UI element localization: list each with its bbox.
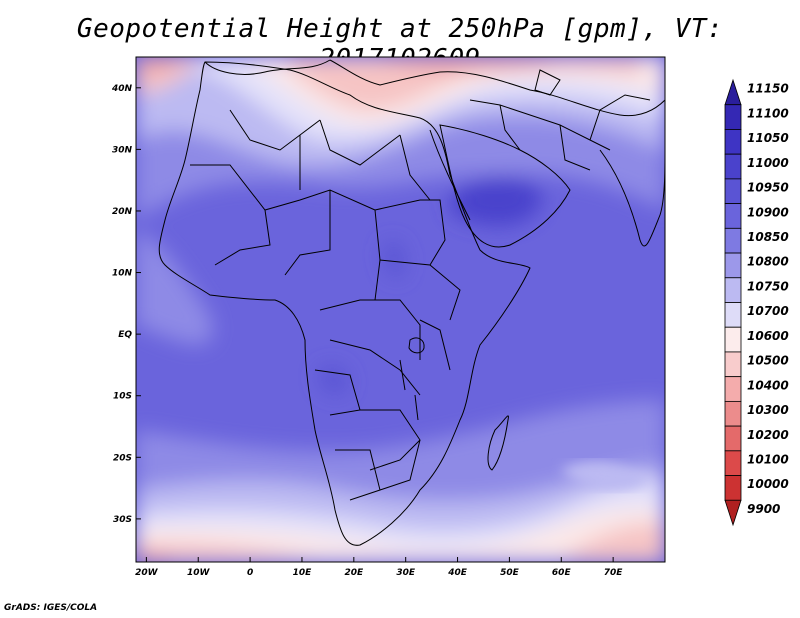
colorbar-swatch — [724, 153, 742, 180]
colorbar-swatch — [724, 450, 742, 476]
colorbar: 11150 11100 11050 11000 10950 10900 10850 10800… — [724, 78, 789, 527]
latitude-ticks: 40N 30N 20N 10N EQ 10S 20S 30S — [111, 84, 141, 525]
coastlines — [158, 59, 665, 546]
colorbar-level-label: 10950 — [747, 181, 789, 195]
colorbar-level-label: 9900 — [747, 502, 780, 516]
colorbar-swatch — [724, 252, 742, 279]
colorbar-level-label: 11150 — [747, 82, 789, 96]
colorbar-swatch — [724, 203, 742, 229]
colorbar-level-label: 10750 — [747, 279, 789, 293]
colorbar-swatch — [724, 376, 742, 402]
lon-tick-label: 70E — [604, 568, 624, 578]
colorbar-level-label: 11050 — [747, 131, 789, 145]
colorbar-level-label: 10200 — [747, 428, 789, 442]
colorbar-swatch — [724, 178, 742, 205]
colorbar-level-label: 10500 — [747, 354, 789, 368]
lat-tick-label: 10S — [113, 392, 132, 402]
lon-tick-label: 20W — [135, 568, 159, 578]
plot-frame — [135, 56, 666, 563]
colorbar-swatch — [724, 326, 742, 353]
lon-tick-label: 20E — [344, 568, 364, 578]
colorbar-swatch — [724, 475, 742, 501]
colorbar-level-label: 10100 — [747, 452, 789, 466]
colorbar-swatch — [724, 129, 742, 155]
colorbar-swatch — [724, 425, 742, 452]
colorbar-level-label: 10700 — [747, 304, 789, 318]
colorbar-swatch — [724, 104, 742, 130]
colorbar-level-label: 10850 — [747, 230, 789, 244]
colorbar-swatch — [724, 400, 742, 427]
lon-tick-label: 60E — [552, 568, 572, 578]
colorbar-swatch — [724, 277, 742, 303]
colorbar-level-label: 10600 — [747, 329, 789, 343]
lat-tick-label: 30N — [112, 145, 133, 155]
colorbar-level-label: 10300 — [747, 403, 789, 417]
lon-tick-label: 10E — [293, 568, 313, 578]
lat-tick-label: 20S — [113, 453, 132, 463]
geopotential-field — [136, 57, 665, 562]
colorbar-swatch — [724, 302, 742, 328]
colorbar-swatch — [724, 499, 742, 527]
lon-tick-label: 30E — [396, 568, 416, 578]
lat-tick-label: 40N — [111, 84, 133, 94]
colorbar-level-label: 10900 — [747, 205, 789, 219]
lon-tick-label: 10W — [187, 568, 211, 578]
colorbar-level-label: 10000 — [747, 477, 789, 491]
grads-credit: GrADS: IGES/COLA — [4, 603, 98, 613]
lat-tick-label: 30S — [113, 515, 132, 525]
lon-tick-label: 50E — [500, 568, 520, 578]
lon-tick-label: 0 — [247, 568, 253, 578]
colorbar-swatch — [724, 351, 742, 378]
colorbar-swatch — [724, 78, 742, 106]
colorbar-level-label: 10800 — [747, 255, 789, 269]
lat-tick-label: 20N — [112, 207, 133, 217]
lat-tick-label: EQ — [118, 330, 132, 340]
lat-tick-label: 10N — [112, 269, 133, 279]
colorbar-level-label: 11100 — [747, 106, 789, 120]
colorbar-level-label: 10400 — [747, 378, 789, 392]
longitude-ticks: 20W 10W 0 10E 20E 30E 40E 50E 60E 70E — [135, 557, 623, 578]
colorbar-level-label: 11000 — [747, 156, 789, 170]
lon-tick-label: 40E — [447, 568, 468, 578]
colorbar-swatch — [724, 227, 742, 254]
